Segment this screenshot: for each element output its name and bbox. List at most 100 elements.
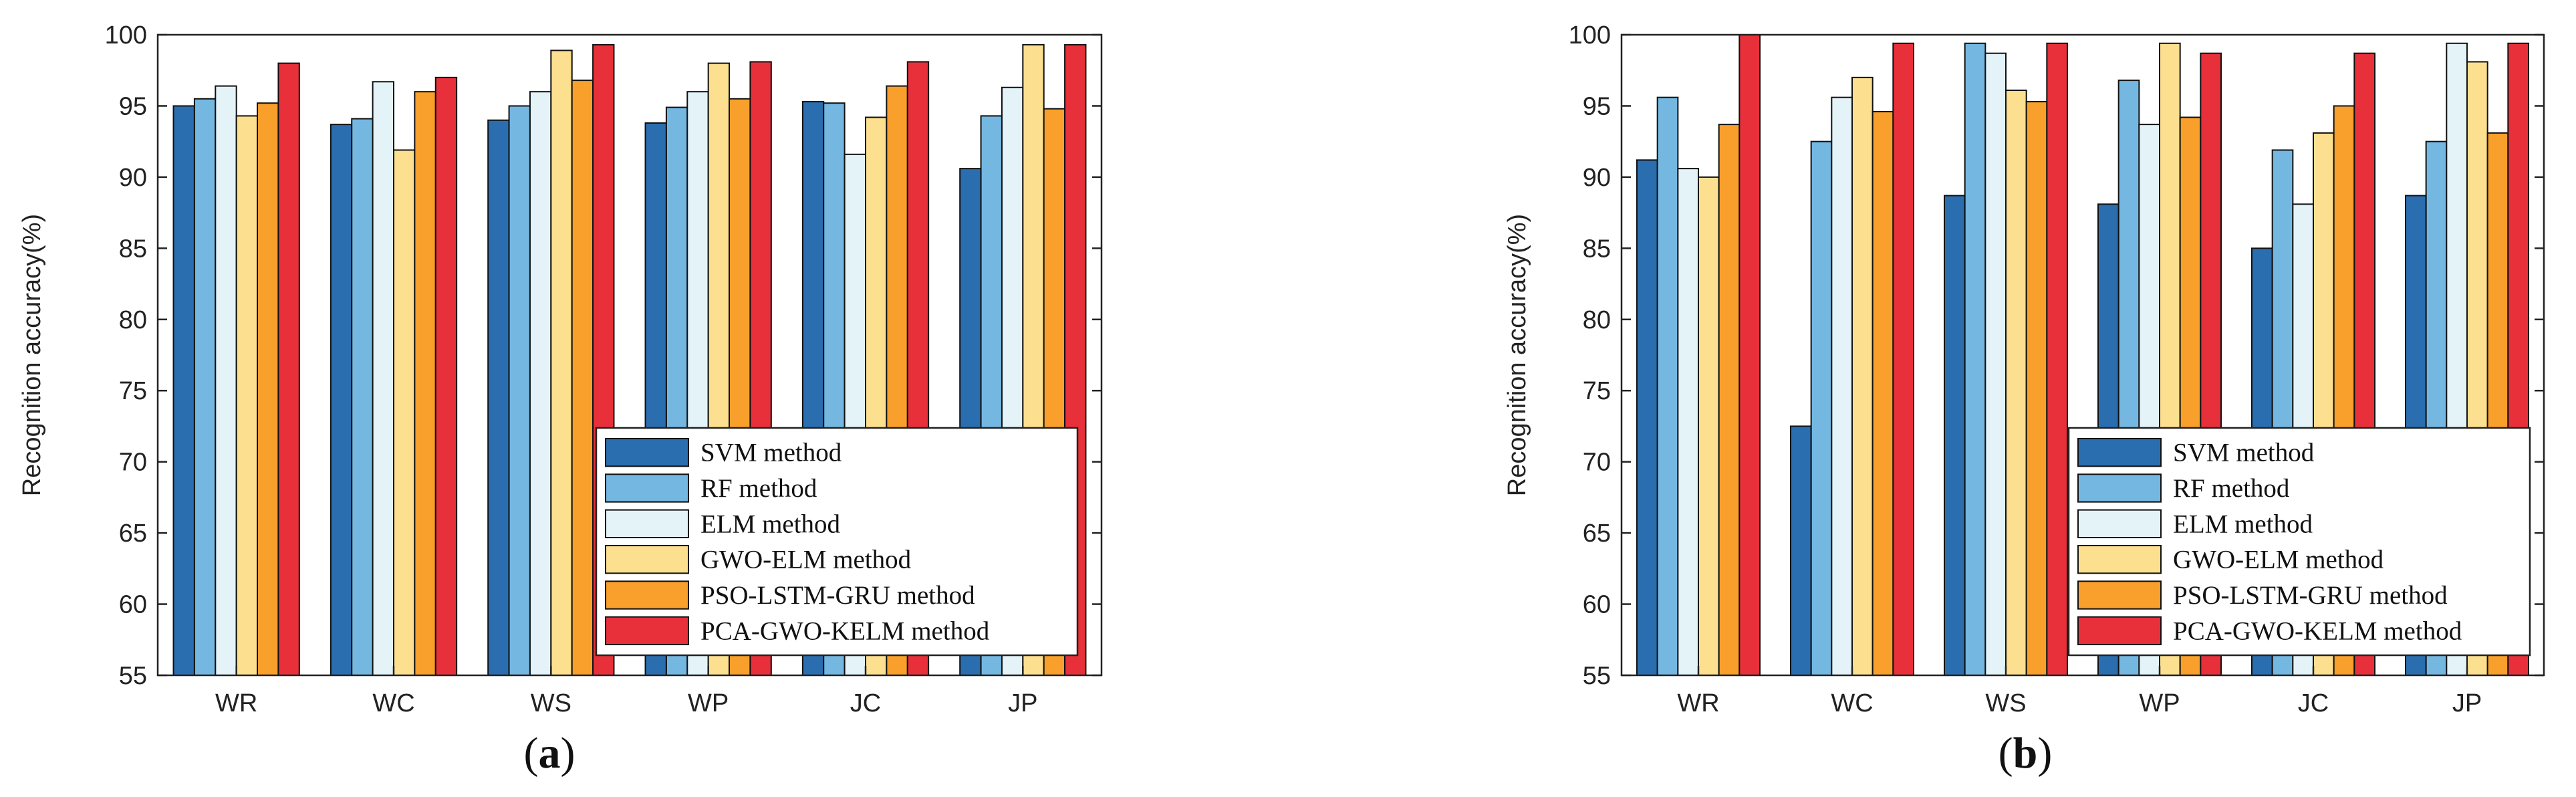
bar [257, 102, 279, 676]
y-tick-label: 85 [119, 235, 147, 263]
bar [1677, 168, 1700, 676]
y-tick-label: 95 [1583, 92, 1611, 120]
x-tick-label: WR [1677, 689, 1719, 717]
panel-label-close: ) [2037, 729, 2052, 778]
bar [1698, 176, 1720, 676]
x-tick-label: JC [2298, 689, 2329, 717]
panel-label-open: ( [524, 729, 539, 778]
bar [1636, 159, 1658, 676]
y-tick-label: 55 [1583, 662, 1611, 690]
panel-label: (a) [524, 729, 575, 778]
panel-label-open: ( [1999, 729, 2013, 778]
legend-swatch [2077, 509, 2162, 539]
legend-entry: ELM method [700, 509, 841, 538]
bar [1790, 425, 1812, 676]
legend-entry: ELM method [2173, 509, 2313, 538]
axes-box [156, 33, 1103, 677]
y-tick-label: 95 [119, 92, 147, 120]
bar [1944, 195, 1966, 676]
legend-swatch [605, 509, 689, 539]
x-tick-label: WR [215, 689, 257, 717]
legend-swatch [2077, 473, 2162, 503]
y-tick-label: 80 [1583, 306, 1611, 334]
y-tick-label: 70 [119, 449, 147, 477]
legend-entry: GWO-ELM method [700, 546, 912, 574]
y-axis-label: Recognition accuracy(%) [1503, 214, 1531, 496]
bar [330, 124, 353, 676]
legend-swatch [2077, 438, 2162, 467]
bar [1718, 124, 1741, 676]
legend-swatch [605, 616, 689, 646]
y-tick-label: 100 [1569, 21, 1611, 49]
panel-label-close: ) [561, 729, 575, 778]
y-tick-label: 60 [1583, 591, 1611, 619]
y-tick-label: 65 [1583, 520, 1611, 548]
legend-swatch [605, 438, 689, 467]
panel-label-letter: a [539, 729, 561, 778]
y-tick-label: 90 [119, 164, 147, 192]
bar [487, 119, 510, 677]
legend-swatch [605, 545, 689, 574]
legend-swatch [605, 473, 689, 503]
bar [1892, 42, 1915, 676]
bar [2005, 90, 2027, 676]
bar [193, 98, 217, 677]
legend-entry: RF method [700, 474, 817, 503]
y-tick-label: 65 [119, 520, 147, 548]
y-axis-label: Recognition accuracy(%) [18, 214, 46, 496]
bar [2046, 42, 2069, 676]
x-tick-label: WC [1831, 689, 1873, 717]
bar [277, 62, 300, 676]
legend-entry: RF method [2173, 474, 2290, 503]
bar [508, 105, 531, 676]
axes-box [1620, 33, 2545, 677]
bar [1851, 76, 1874, 677]
legend-swatch [2077, 580, 2162, 610]
legend-entry: PCA-GWO-KELM method [2173, 616, 2462, 645]
x-tick-label: WP [688, 689, 729, 717]
legend-entry: GWO-ELM method [2173, 546, 2384, 574]
legend-entry: PSO-LSTM-GRU method [2173, 581, 2448, 610]
bar [550, 49, 573, 677]
legend-swatch [605, 580, 689, 610]
bar [372, 81, 394, 676]
y-tick-label: 100 [105, 21, 147, 49]
bar [215, 85, 237, 676]
y-tick-label: 90 [1583, 164, 1611, 192]
bar [351, 118, 374, 677]
bar [434, 76, 458, 677]
bar [1656, 96, 1679, 677]
y-tick-label: 75 [119, 377, 147, 405]
y-tick-label: 75 [1583, 377, 1611, 405]
bar [571, 80, 594, 677]
legend-entry: SVM method [2173, 439, 2315, 467]
bar [393, 149, 416, 676]
y-tick-label: 60 [119, 591, 147, 619]
bar [1831, 96, 1853, 677]
bar [1964, 42, 1986, 676]
bar [1984, 52, 2007, 677]
y-tick-label: 80 [119, 306, 147, 334]
legend-swatch [2077, 616, 2162, 646]
panel-label-letter: b [2013, 729, 2038, 778]
x-tick-label: WS [531, 689, 571, 717]
panel-label: (b) [1999, 729, 2053, 778]
bar [1810, 140, 1833, 677]
legend-entry: PSO-LSTM-GRU method [700, 581, 975, 610]
bar [235, 115, 259, 677]
x-tick-label: WS [1985, 689, 2026, 717]
bar [1738, 34, 1761, 676]
x-tick-label: JP [1008, 689, 1037, 717]
x-tick-label: WP [2139, 689, 2180, 717]
y-tick-label: 70 [1583, 449, 1611, 477]
y-tick-label: 55 [119, 662, 147, 690]
bar [414, 91, 436, 677]
bar [1872, 110, 1894, 676]
legend-entry: PCA-GWO-KELM method [700, 616, 990, 645]
chart-panel-b: 55 60 65 70 75 80 85 90 95 100 WR WC WS WP JC JP Recogni… [1503, 21, 2545, 778]
x-tick-label: JP [2452, 689, 2482, 717]
x-tick-label: JC [850, 689, 881, 717]
legend-entry: SVM method [700, 439, 842, 467]
chart-panel-a: 55 60 65 70 75 80 85 90 95 100 WR WC WS WP JC JP Recogni… [18, 21, 1103, 778]
